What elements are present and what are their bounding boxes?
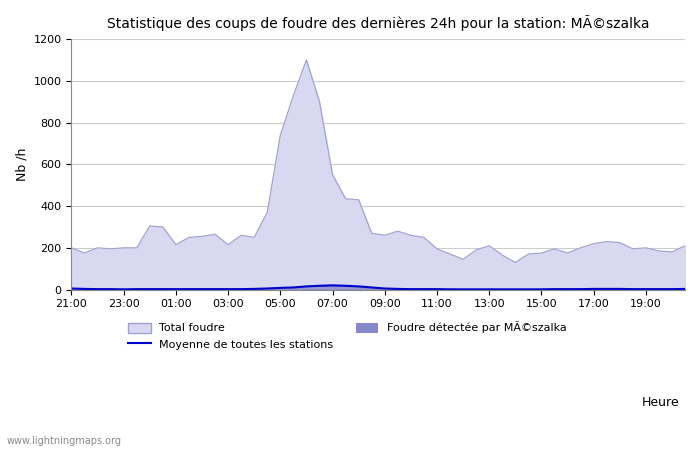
Text: Heure: Heure: [641, 396, 679, 410]
Y-axis label: Nb /h: Nb /h: [15, 148, 28, 181]
Text: www.lightningmaps.org: www.lightningmaps.org: [7, 436, 122, 446]
Title: Statistique des coups de foudre des dernières 24h pour la station: MÃ©szalka: Statistique des coups de foudre des dern…: [107, 15, 650, 31]
Legend: Total foudre, Moyenne de toutes les stations, Foudre détectée par MÃ©szalka: Total foudre, Moyenne de toutes les stat…: [124, 317, 571, 354]
